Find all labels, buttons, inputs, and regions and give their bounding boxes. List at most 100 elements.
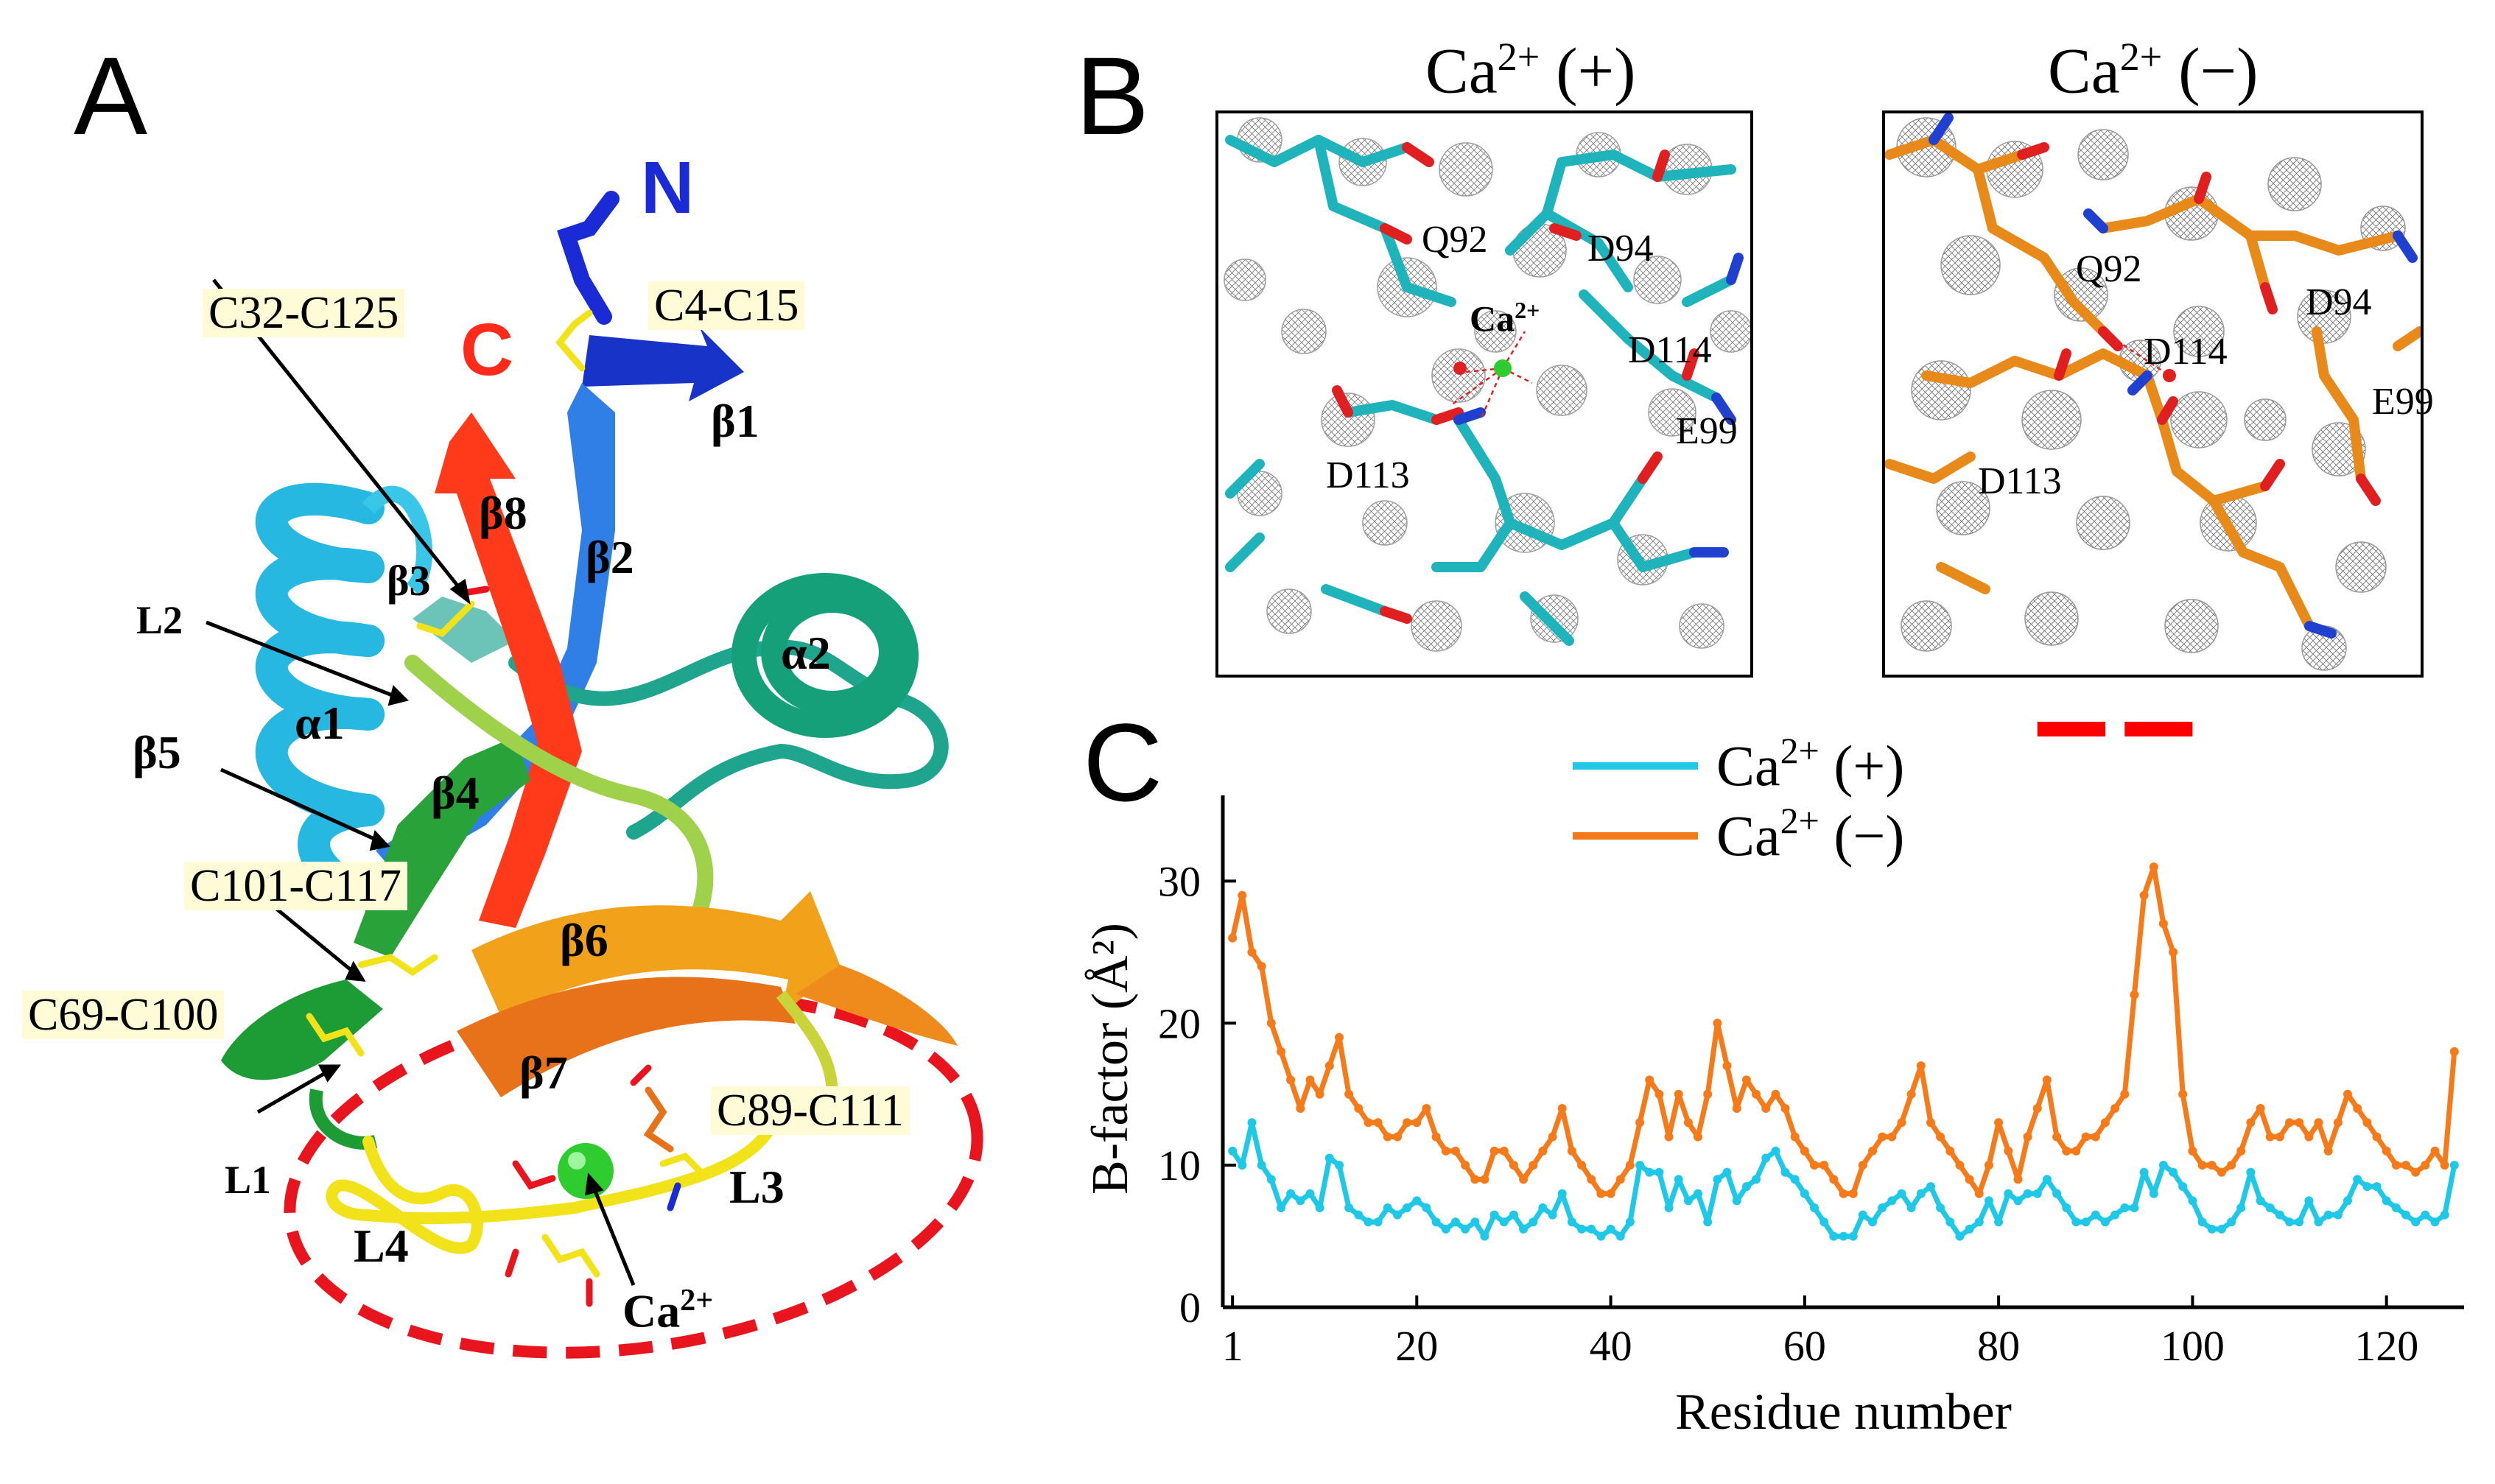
series-0-point	[1878, 1203, 1887, 1212]
series-1-point	[1247, 947, 1257, 957]
series-0-point	[1596, 1231, 1606, 1241]
series-0-point	[1664, 1203, 1674, 1212]
series-1-point	[2362, 1118, 2372, 1128]
series-0-point	[2323, 1210, 2333, 1220]
series-1-point	[1722, 1061, 1732, 1071]
series-0-point	[1412, 1196, 1422, 1206]
series-0-point	[2032, 1189, 2042, 1198]
series-0-point	[2188, 1196, 2197, 1206]
beta5-label: β5	[133, 726, 181, 778]
y-tick-label: 30	[1158, 857, 1201, 905]
series-1-point	[2110, 1104, 2120, 1113]
series-0-point	[1761, 1153, 1771, 1163]
series-0-point	[1868, 1217, 1877, 1227]
loop-l1-label: L1	[225, 1158, 272, 1202]
series-1-point	[2207, 1161, 2217, 1170]
series-0-point	[2343, 1196, 2352, 1206]
series-1-point	[2372, 1132, 2382, 1142]
series-0-point	[1645, 1167, 1654, 1177]
series-1-point	[1974, 1189, 1984, 1198]
series-1-point	[2197, 1161, 2207, 1170]
series-0-point	[2120, 1203, 2130, 1212]
series-1-point	[2449, 1047, 2459, 1056]
series-0-point	[1906, 1203, 1916, 1212]
series-1-point	[1335, 1033, 1344, 1042]
x-tick-label: 100	[2161, 1322, 2225, 1370]
series-1-point	[1403, 1118, 1412, 1128]
series-0-point	[2411, 1217, 2421, 1227]
left-residue-e99: E99	[1676, 410, 1738, 452]
series-0-point	[1674, 1175, 1683, 1184]
series-1-point	[1257, 962, 1266, 971]
series-0-point	[1897, 1189, 1906, 1198]
series-1-point	[1732, 1104, 1741, 1113]
series-1-point	[2130, 990, 2139, 999]
disulfide-c4-c15: C4-C15	[648, 281, 805, 330]
series-0-point	[1315, 1203, 1324, 1212]
right-residue-e99: E99	[2372, 381, 2434, 423]
beta2-label: β2	[586, 531, 634, 583]
series-0-point	[2207, 1224, 2217, 1234]
series-1-point	[1664, 1132, 1674, 1142]
series-0-point	[1450, 1217, 1460, 1227]
beta7-label: β7	[519, 1047, 568, 1099]
series-0-point	[1470, 1217, 1480, 1227]
series-1-point	[2178, 1089, 2188, 1099]
series-0-point	[1422, 1203, 1431, 1212]
y-axis-label: B-factor (Å²)	[1082, 923, 1139, 1195]
series-0-point	[2391, 1203, 2401, 1212]
series-0-point	[2023, 1189, 2032, 1198]
series-1-point	[1955, 1161, 1965, 1170]
series-0-point	[2013, 1196, 2023, 1206]
series-0-point	[1587, 1224, 1596, 1234]
series-0-point	[2217, 1224, 2226, 1234]
series-0-point	[1829, 1231, 1839, 1241]
series-1-point	[2295, 1118, 2304, 1128]
loop-l4	[326, 1136, 647, 1254]
series-0-point	[2333, 1210, 2343, 1220]
series-0-point	[2149, 1189, 2158, 1198]
series-1-point	[2343, 1089, 2352, 1099]
series-0-point	[1286, 1189, 1296, 1198]
x-tick-label: 20	[1395, 1322, 1438, 1370]
series-0-point	[2304, 1196, 2314, 1206]
series-1-point	[2304, 1132, 2314, 1142]
left-residue-d113: D113	[1326, 454, 1410, 496]
panel-b-left-title: Ca2+ (+)	[1425, 35, 1636, 108]
series-0-point	[1752, 1175, 1761, 1184]
series-0-point	[2081, 1217, 2091, 1227]
series-1-point	[1936, 1132, 1945, 1142]
series-0-point	[1654, 1167, 1664, 1177]
series-1-point	[1848, 1189, 1858, 1198]
series-1-point	[2188, 1146, 2197, 1156]
beta8-arrow	[435, 412, 582, 928]
series-1-point	[1489, 1146, 1499, 1156]
series-1-point	[1780, 1104, 1790, 1113]
series-1-point	[1635, 1118, 1645, 1128]
series-0-point	[1277, 1203, 1285, 1212]
beta3-strand	[413, 597, 516, 663]
series-1-point	[1994, 1118, 2004, 1128]
left-ca-label: Ca2+	[1470, 297, 1540, 340]
x-tick-label: 60	[1783, 1322, 1826, 1370]
series-0-point	[1955, 1231, 1965, 1241]
series-0-point	[1324, 1153, 1334, 1163]
series-1-point	[1441, 1146, 1450, 1156]
series-0-point	[1238, 1161, 1247, 1170]
series-0-point	[2197, 1217, 2207, 1227]
series-0-point	[1344, 1203, 1354, 1212]
series-1-point	[1926, 1118, 1935, 1128]
series-1-point	[1829, 1175, 1839, 1184]
left-residue-d94: D94	[1587, 228, 1654, 270]
series-1-point	[2401, 1161, 2410, 1170]
series-0-point	[1489, 1210, 1499, 1220]
series-0-point	[1548, 1210, 1557, 1220]
series-0-point	[2169, 1167, 2178, 1177]
series-1-point	[1820, 1161, 1829, 1170]
series-1-point	[1509, 1161, 1518, 1170]
series-1-point	[1412, 1118, 1422, 1128]
c-terminus-label: C	[460, 309, 514, 391]
series-0-point	[1703, 1217, 1713, 1227]
loop-l3-label: L3	[729, 1161, 785, 1213]
